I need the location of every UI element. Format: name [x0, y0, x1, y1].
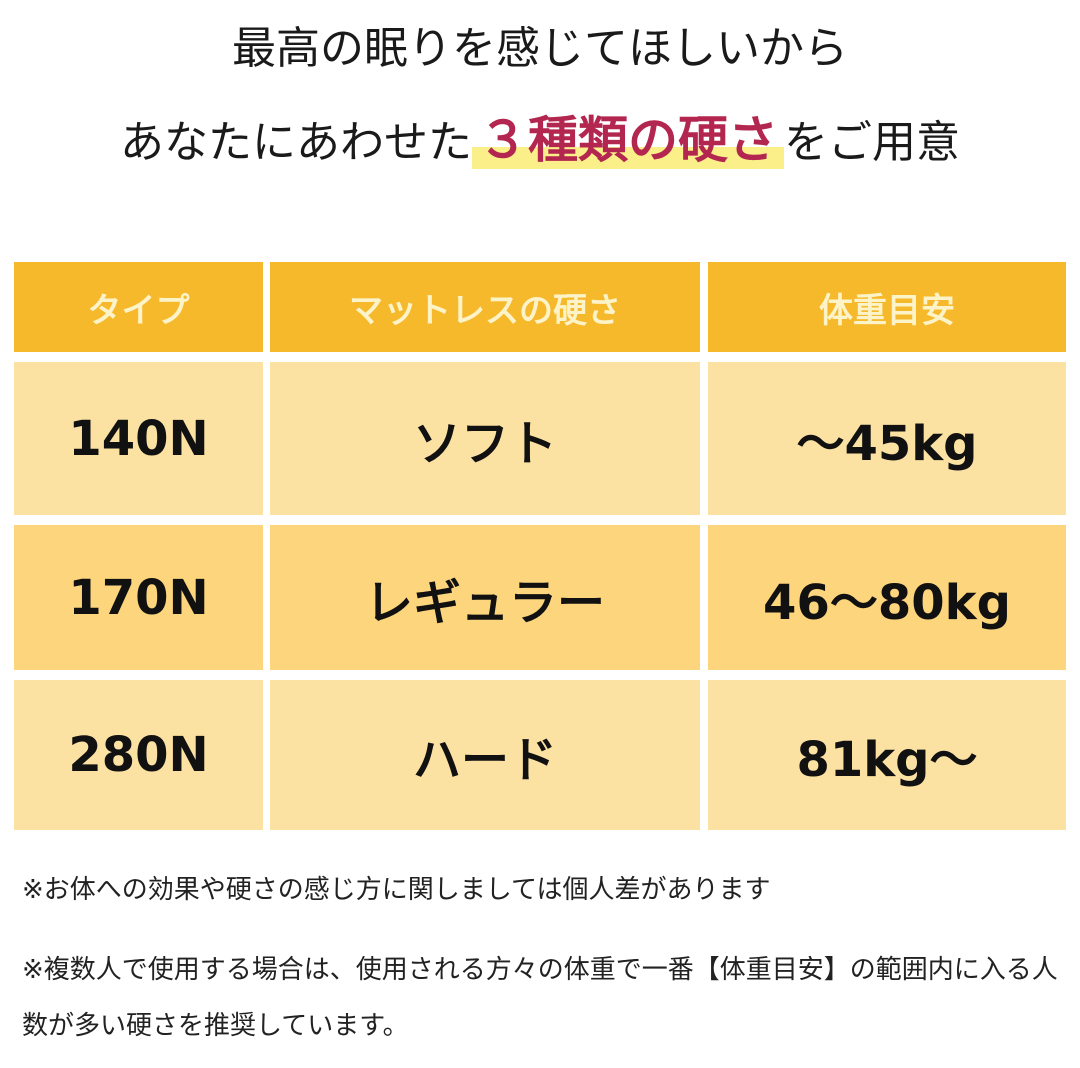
headline-suffix: をご用意 [784, 117, 960, 168]
headline-highlight: ３種類の硬さ [472, 111, 784, 169]
cell-firmness: ハード [270, 680, 700, 830]
header-type: タイプ [14, 262, 263, 352]
header-weight: 体重目安 [708, 262, 1066, 352]
cell-firmness: ソフト [270, 362, 700, 515]
cell-weight: 81kg～ [708, 680, 1066, 830]
cell-firmness: レギュラー [270, 525, 700, 670]
headline-prefix: あなたにあわせた [120, 117, 472, 168]
table-row: 140N ソフト ～45kg [14, 362, 1066, 515]
header-firmness: マットレスの硬さ [270, 262, 700, 352]
cell-type: 170N [14, 525, 263, 670]
note-multiple-users: ※複数人で使用する場合は、使用される方々の体重で一番【体重目安】の範囲内に入る人… [22, 955, 1058, 1041]
cell-weight: 46～80kg [708, 525, 1066, 670]
note-individual-difference: ※お体への効果や硬さの感じ方に関しましては個人差があります [22, 875, 771, 905]
cell-type: 140N [14, 362, 263, 515]
headline-line1: 最高の眠りを感じてほしいから [232, 23, 848, 74]
headline-line2: あなたにあわせた ３種類の硬さ をご用意 [0, 100, 1080, 172]
table-row: 280N ハード 81kg～ [14, 680, 1066, 830]
cell-type: 280N [14, 680, 263, 830]
table-header-row: タイプ マットレスの硬さ 体重目安 [14, 262, 1066, 352]
cell-weight: ～45kg [708, 362, 1066, 515]
table-row: 170N レギュラー 46～80kg [14, 525, 1066, 670]
